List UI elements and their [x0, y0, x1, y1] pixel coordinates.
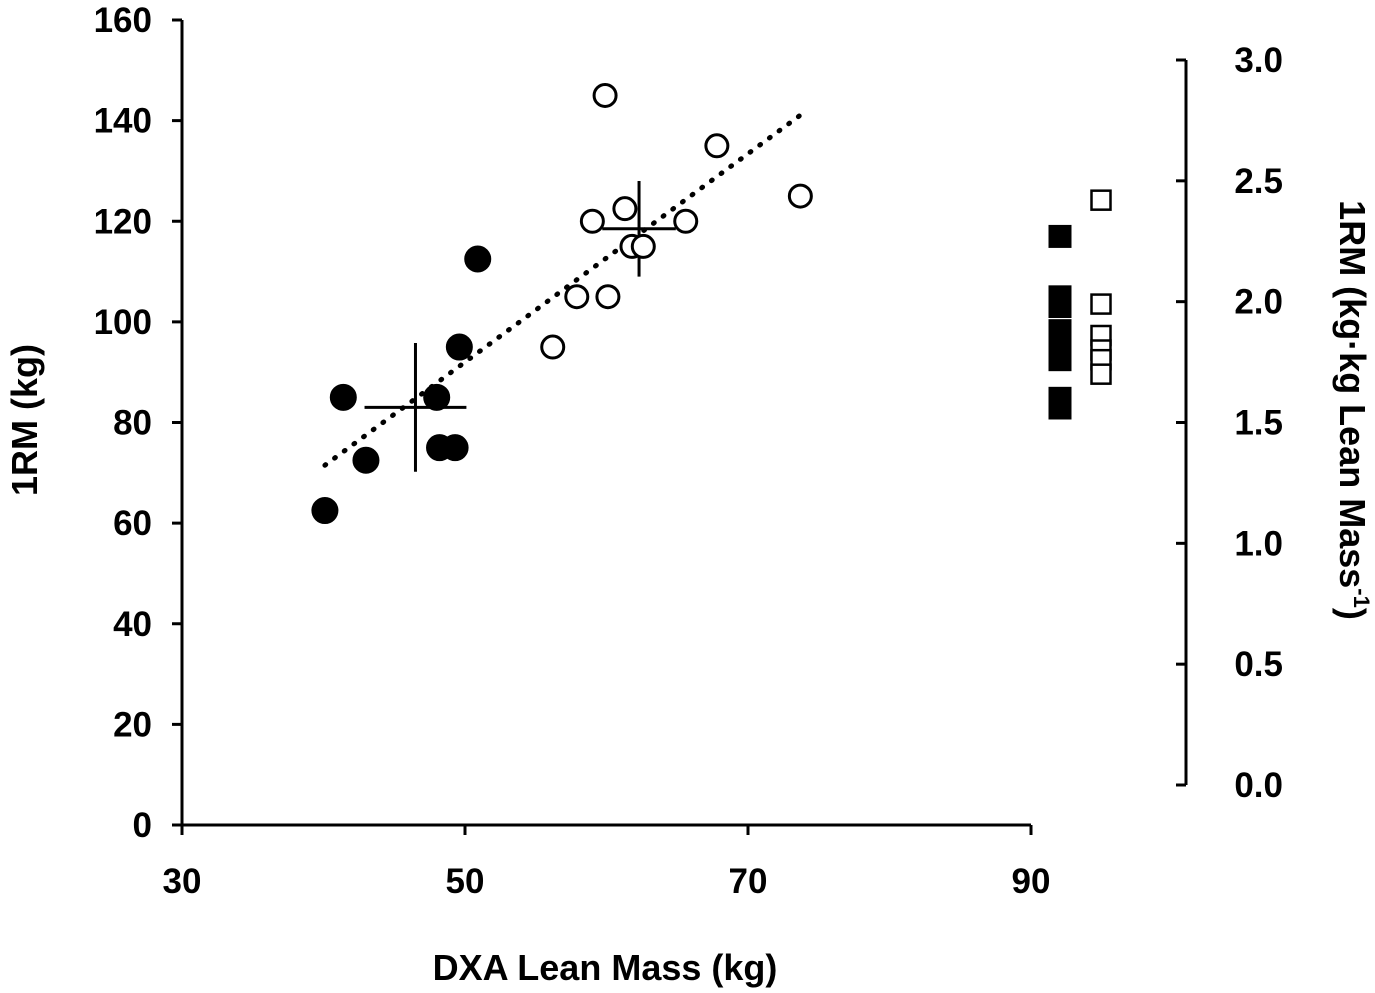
open-circle-point — [630, 233, 656, 259]
open-circle-point — [673, 208, 699, 234]
y-tick-label: 140 — [94, 102, 152, 141]
filled-circle-point — [423, 383, 451, 411]
x-axis-title: DXA Lean Mass (kg) — [433, 947, 778, 988]
open-circle-point — [595, 284, 621, 310]
y2-tick-label: 2.5 — [1234, 162, 1283, 201]
x-tick-label: 70 — [729, 862, 768, 901]
open-circle-point — [612, 196, 638, 222]
y2-tick-label: 3.0 — [1234, 41, 1283, 80]
y-tick-label: 100 — [94, 303, 152, 342]
open-circle-point — [787, 183, 813, 209]
filled-square-point — [1048, 295, 1072, 318]
y-tick-label: 20 — [113, 705, 152, 744]
y-tick-label: 160 — [94, 1, 152, 40]
y-tick-label: 60 — [113, 504, 152, 543]
y2-tick-label: 0.0 — [1234, 766, 1283, 805]
filled-circle-point — [311, 497, 339, 525]
open-square-point — [1090, 189, 1112, 211]
y-axis-title: 1RM (kg) — [4, 344, 45, 496]
filled-circle-point — [464, 245, 492, 273]
y2-axis-title-main: 1RM (kg·kg Lean Mass — [1332, 200, 1373, 588]
y2-tick-label: 1.5 — [1234, 404, 1283, 443]
y2-tick-label: 0.5 — [1234, 645, 1283, 684]
filled-circle-point — [445, 333, 473, 361]
filled-circle-point — [352, 446, 380, 474]
open-square-point — [1090, 363, 1112, 385]
open-circle-point — [592, 82, 618, 108]
filled-circle-point — [329, 383, 357, 411]
x-tick-label: 50 — [446, 862, 485, 901]
y2-tick-label: 1.0 — [1234, 524, 1283, 563]
y2-axis-title: 1RM (kg·kg Lean Mass-1) — [1332, 200, 1374, 620]
open-circle-point — [540, 334, 566, 360]
y-tick-label: 80 — [113, 404, 152, 443]
trendline — [322, 110, 806, 468]
y2-axis-title-end: ) — [1332, 608, 1373, 620]
filled-square-point — [1048, 319, 1072, 343]
y-tick-label: 120 — [94, 202, 152, 241]
open-circle-point — [564, 284, 590, 310]
open-circle-point — [579, 208, 605, 234]
filled-circle-point — [441, 434, 469, 462]
x-tick-label: 30 — [163, 862, 202, 901]
y2-tick-label: 2.0 — [1234, 283, 1283, 322]
y-tick-label: 40 — [113, 605, 152, 644]
y2-axis-title-superscript: -1 — [1349, 588, 1374, 608]
x-tick-label: 90 — [1012, 862, 1051, 901]
y-tick-label: 0 — [133, 806, 152, 845]
filled-square-point — [1048, 224, 1072, 248]
open-square-point — [1090, 293, 1112, 315]
filled-square-point — [1048, 396, 1072, 420]
filled-square-point — [1048, 348, 1072, 372]
open-circle-point — [704, 133, 730, 159]
